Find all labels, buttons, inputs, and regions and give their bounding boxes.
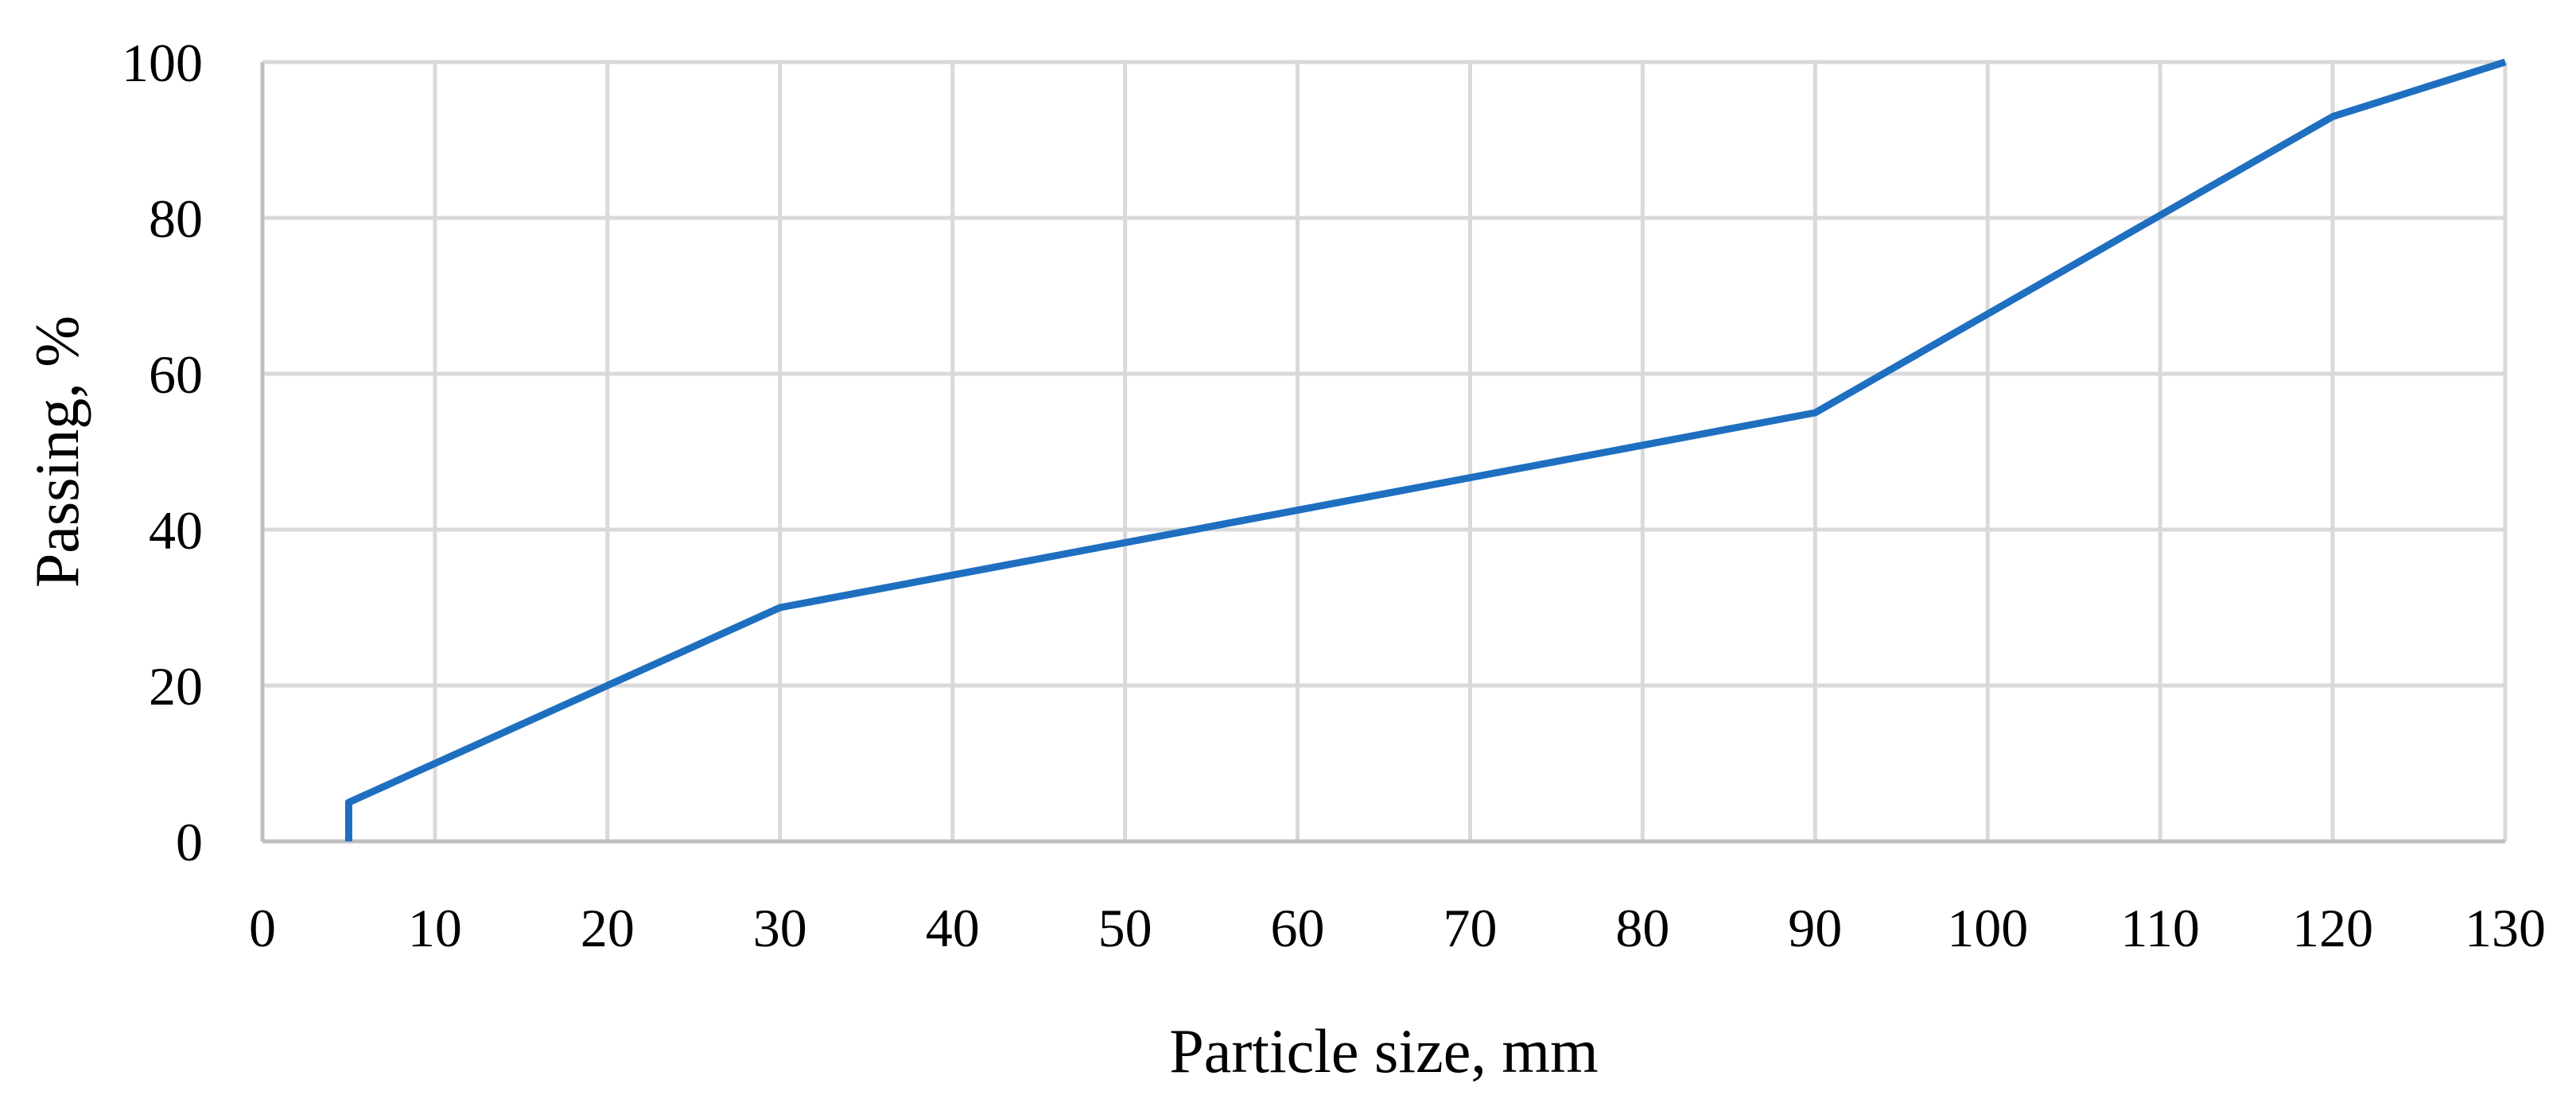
y-axis-title: Passing, % bbox=[22, 316, 91, 588]
x-tick-label: 30 bbox=[753, 898, 807, 958]
x-tick-label: 40 bbox=[926, 898, 980, 958]
x-tick-label: 10 bbox=[408, 898, 462, 958]
y-tick-label: 100 bbox=[122, 33, 203, 93]
y-tick-label: 40 bbox=[149, 500, 203, 561]
axes bbox=[260, 62, 2505, 844]
x-tick-label: 50 bbox=[1098, 898, 1152, 958]
x-tick-label: 70 bbox=[1443, 898, 1497, 958]
x-tick-labels: 0 10 20 30 40 50 60 70 80 90 100 110 120 130 bbox=[249, 898, 2546, 958]
x-tick-label: 0 bbox=[249, 898, 276, 958]
data-point bbox=[2504, 61, 2506, 63]
grid bbox=[262, 60, 2508, 841]
series-layer bbox=[344, 58, 2507, 842]
x-tick-label: 100 bbox=[1947, 898, 2028, 958]
data-point bbox=[348, 841, 349, 842]
x-tick-label: 20 bbox=[581, 898, 635, 958]
y-tick-labels: 0 20 40 60 80 100 bbox=[122, 33, 203, 872]
x-tick-label: 110 bbox=[2120, 898, 2199, 958]
x-tick-label: 90 bbox=[1788, 898, 1842, 958]
x-tick-label: 120 bbox=[2292, 898, 2373, 958]
data-point bbox=[1814, 412, 1816, 414]
y-tick-label: 60 bbox=[149, 344, 203, 405]
x-tick-label: 60 bbox=[1271, 898, 1325, 958]
data-point bbox=[348, 802, 349, 803]
x-tick-label: 80 bbox=[1615, 898, 1669, 958]
y-tick-label: 80 bbox=[149, 188, 203, 249]
y-tick-label: 20 bbox=[149, 656, 203, 717]
x-axis-title: Particle size, mm bbox=[1169, 1016, 1598, 1086]
y-tick-label: 0 bbox=[176, 812, 203, 872]
x-tick-label: 130 bbox=[2465, 898, 2546, 958]
series-line bbox=[344, 58, 2507, 841]
